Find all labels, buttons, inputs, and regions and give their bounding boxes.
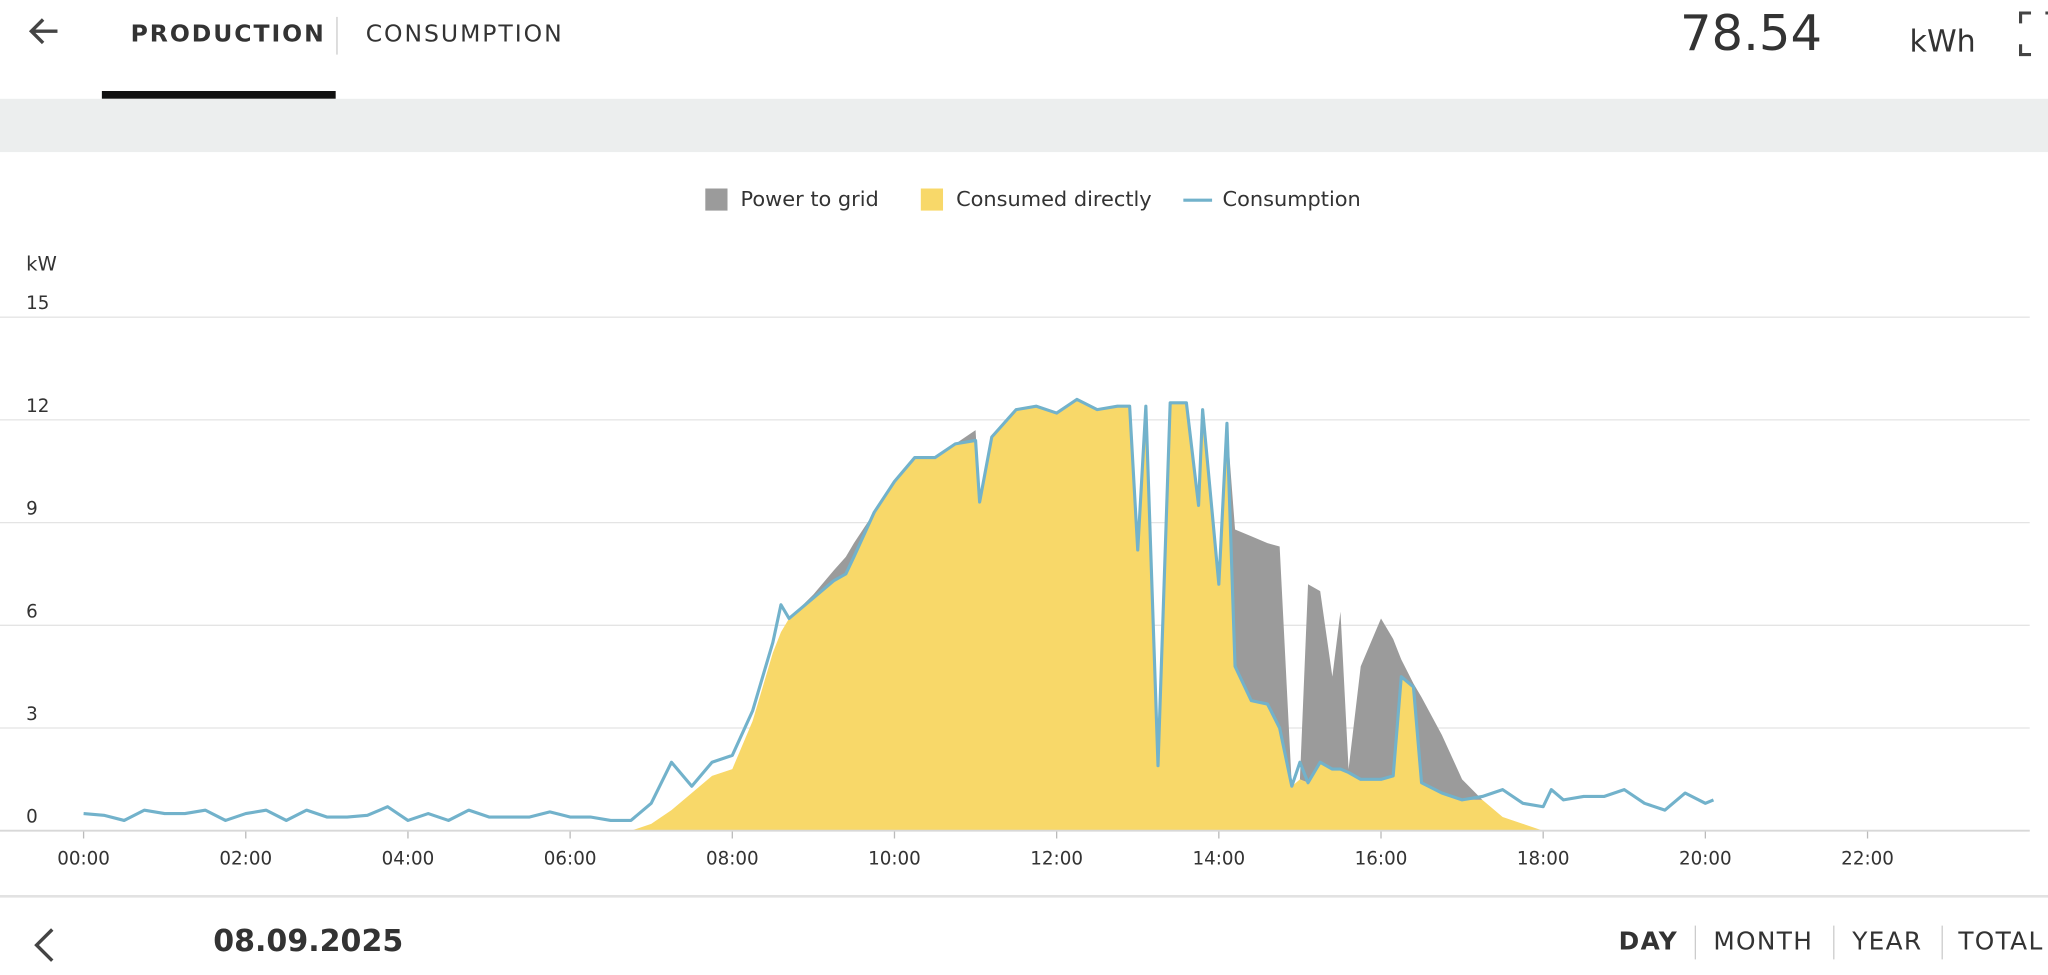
period-tab[interactable]: TOTAL [1957, 927, 2043, 956]
legend-label[interactable]: Power to grid [741, 187, 879, 211]
x-tick-label: 04:00 [382, 848, 435, 869]
period-tab[interactable]: DAY [1619, 927, 1678, 956]
date: 08.09.2025 [213, 924, 403, 959]
previous-day-button[interactable] [34, 928, 54, 962]
area [83, 399, 1714, 831]
x-tick-label: 00:00 [57, 848, 110, 869]
tab[interactable]: PRODUCTION [131, 20, 326, 48]
legend-label[interactable]: Consumption [1223, 187, 1361, 211]
top-bar [0, 0, 2048, 99]
legend-label[interactable]: Consumed directly [956, 187, 1152, 211]
line [83, 397, 1715, 822]
x-tick-label: 02:00 [219, 848, 272, 869]
y-tick-label: 3 [26, 704, 38, 725]
y-tick-label: 9 [26, 499, 38, 520]
tab[interactable]: CONSUMPTION [366, 20, 564, 48]
legend-swatch [920, 188, 944, 211]
active-tab-indicator [101, 91, 336, 99]
y-tick-label: 15 [26, 293, 49, 314]
y-tick-label: 6 [26, 601, 38, 622]
x-tick-label: 12:00 [1030, 848, 1083, 869]
back-button[interactable] [28, 18, 58, 45]
x-tick-label: 22:00 [1841, 848, 1894, 869]
y-tick-label: 0 [26, 807, 38, 828]
total-unit: kWh [1910, 24, 1976, 59]
period-tab[interactable]: MONTH [1713, 927, 1813, 956]
x-tick-label: 08:00 [706, 848, 759, 869]
total-value: 78.54 [1680, 4, 1822, 62]
x-tick-label: 06:00 [544, 848, 597, 869]
y-axis-label: kW [26, 253, 57, 276]
area [83, 399, 1714, 831]
x-tick-label: 10:00 [868, 848, 921, 869]
period-tab[interactable]: YEAR [1851, 927, 1922, 956]
x-tick-label: 18:00 [1517, 848, 1570, 869]
x-tick-label: 16:00 [1355, 848, 1408, 869]
x-tick-label: 20:00 [1679, 848, 1732, 869]
y-tick-label: 12 [26, 396, 49, 417]
chart: kW 0 3 6 9 12 15 00:00 02:00 04:00 06:00 08:00 10:00… [0, 187, 2030, 869]
gray-band [0, 98, 2048, 153]
legend-swatch [705, 188, 728, 211]
x-tick-label: 14:00 [1192, 848, 1245, 869]
